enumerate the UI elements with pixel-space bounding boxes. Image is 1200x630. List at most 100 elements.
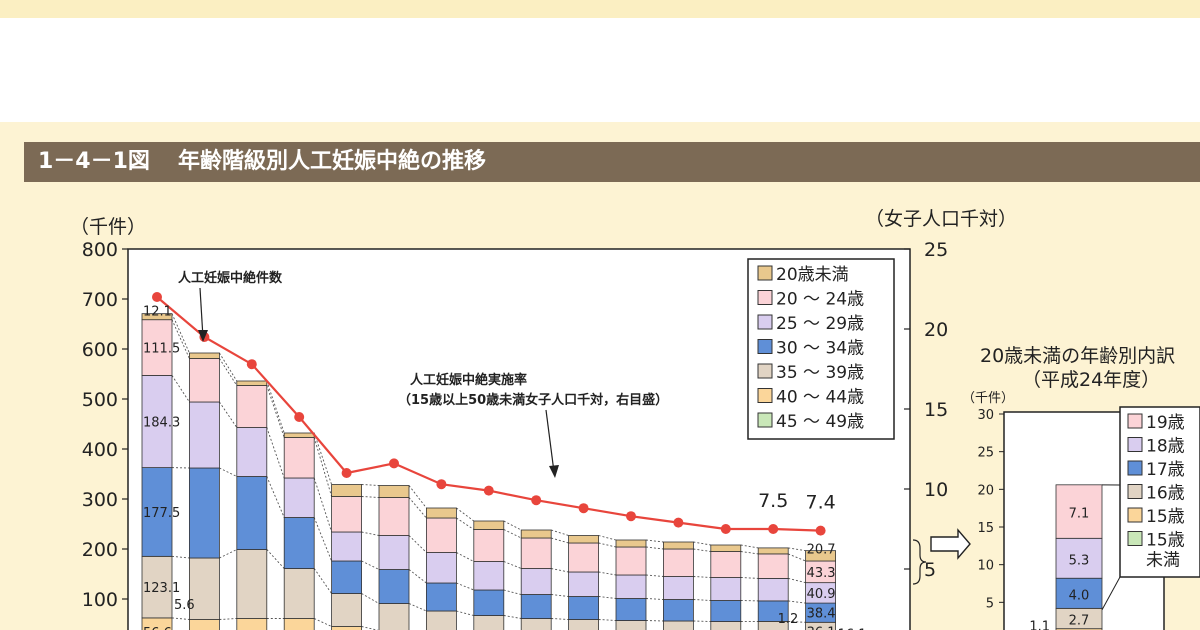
y-left-tick-label: 100 (82, 589, 118, 611)
rate-point (673, 517, 684, 528)
connector-line (598, 596, 617, 599)
inset-bar-segment (1055, 484, 1103, 539)
inset-value-label: 1.1 (1029, 620, 1050, 630)
y-left-tick-label: 300 (82, 489, 118, 511)
connector-line (408, 497, 427, 519)
bar-segment (568, 542, 599, 573)
connector-line (645, 574, 664, 577)
main-legend: 20歳未満 20 ～ 24歳 25 ～ 29歳 30 ～ 34歳 35 ～ 39歳 40 … (747, 258, 895, 440)
bar-segment (188, 467, 220, 559)
last-bar-value-label: 1.2 (778, 612, 799, 627)
bar-segment (473, 589, 505, 616)
legend-label: 25 ～ 29歳 (776, 314, 864, 334)
bar-segment (331, 484, 363, 497)
connector-line (503, 529, 522, 539)
inset-value-label: 4.0 (1069, 588, 1090, 603)
connector-line (361, 531, 380, 536)
bar-segment (757, 578, 789, 602)
count-annotation-arrow (199, 287, 204, 339)
connector-line (171, 617, 190, 620)
connector-line (456, 552, 475, 562)
bar-segment (568, 619, 599, 630)
legend-swatch (757, 339, 773, 354)
connector-line (266, 549, 285, 569)
connector-line (551, 568, 569, 573)
rate-point (768, 524, 779, 534)
inset-legend-label: 15歳 (1146, 531, 1185, 551)
first-bar-value-label: 56.6 (143, 626, 172, 630)
connector-line (598, 542, 617, 548)
y-right-tick-label: 10 (924, 479, 948, 501)
last-bar-value-label: 36.1 (807, 625, 836, 630)
bar-segment (378, 569, 410, 604)
legend-swatch (757, 290, 773, 305)
bar-segment (473, 529, 505, 562)
inset-legend-label-cont: 未満 (1146, 551, 1180, 571)
inset-bar-segment (1055, 577, 1103, 609)
main-y-axis-right: 5 10 15 20 25 (904, 239, 948, 581)
bar-segment (283, 568, 315, 619)
y-right-tick-label: 5 (924, 559, 936, 581)
bar-segment (663, 541, 694, 550)
bar-segment (615, 546, 647, 576)
connector-line (788, 620, 806, 623)
bar-segment (283, 432, 315, 438)
bar-segment (236, 476, 268, 550)
bar-segment (473, 520, 505, 530)
value-labels: 12.1 111.5 184.3 177.5 123.1 56.6 5.6 20.7 43.3 4… (143, 305, 867, 630)
y-right-unit: （女子人口千対） (865, 208, 1017, 230)
bar-segment (331, 560, 363, 594)
bar-segment (473, 615, 505, 630)
rate-point (152, 292, 162, 302)
connector-line (645, 539, 664, 543)
legend-label: 40 ～ 44歳 (776, 388, 864, 408)
legend-label: 30 ～ 34歳 (776, 339, 864, 359)
inset-legend-swatch (1127, 460, 1143, 476)
figure-number: 1－4－1図 (38, 149, 150, 174)
bar-segment (141, 467, 173, 557)
count-annotation: 人工妊娠中絶件数 (178, 270, 283, 286)
connector-line (219, 549, 237, 559)
y-left-tick-label: 600 (82, 339, 118, 361)
connector-line (693, 620, 711, 622)
first-bar-value-label: 177.5 (143, 506, 180, 521)
inset-legend-swatch (1127, 507, 1143, 523)
inset-legend-swatch (1127, 531, 1143, 546)
y-right-tick-label: 25 (924, 239, 948, 261)
first-bar-value-label: 123.1 (143, 581, 180, 596)
bar-segment (425, 517, 457, 553)
bar-segment (141, 375, 173, 469)
connector-line (361, 496, 380, 498)
connector-line (788, 553, 806, 562)
inset-y-tick-label: 15 (977, 521, 994, 536)
bar-segment (141, 313, 173, 321)
connector-line (456, 610, 474, 616)
connector-line (171, 319, 190, 359)
connector-line (266, 385, 285, 438)
legend-swatch (757, 314, 773, 330)
connector-line (361, 484, 380, 486)
bar-segment (425, 507, 457, 519)
bar-segment (236, 549, 268, 619)
legend-swatch (757, 363, 773, 379)
connector-line (645, 598, 664, 600)
bar-segment (663, 576, 694, 600)
bar-segment (283, 477, 315, 518)
connector-line (361, 593, 380, 604)
bar-segment (663, 548, 694, 577)
bar-segment (615, 598, 647, 621)
inset-legend-label: 17歳 (1146, 460, 1185, 480)
bar-segment (710, 551, 742, 578)
connector-line (551, 529, 569, 536)
rate-value-label: 7.5 (758, 490, 788, 512)
connector-line (266, 427, 285, 479)
legend-swatch (757, 388, 773, 403)
connector-line (361, 626, 379, 630)
connector-line (171, 313, 190, 354)
legend-swatch (757, 265, 773, 281)
connector-line (598, 535, 617, 541)
bar-segment (283, 517, 315, 569)
bar-segment (520, 529, 552, 539)
last-bar-value-label: 38.4 (807, 607, 836, 622)
